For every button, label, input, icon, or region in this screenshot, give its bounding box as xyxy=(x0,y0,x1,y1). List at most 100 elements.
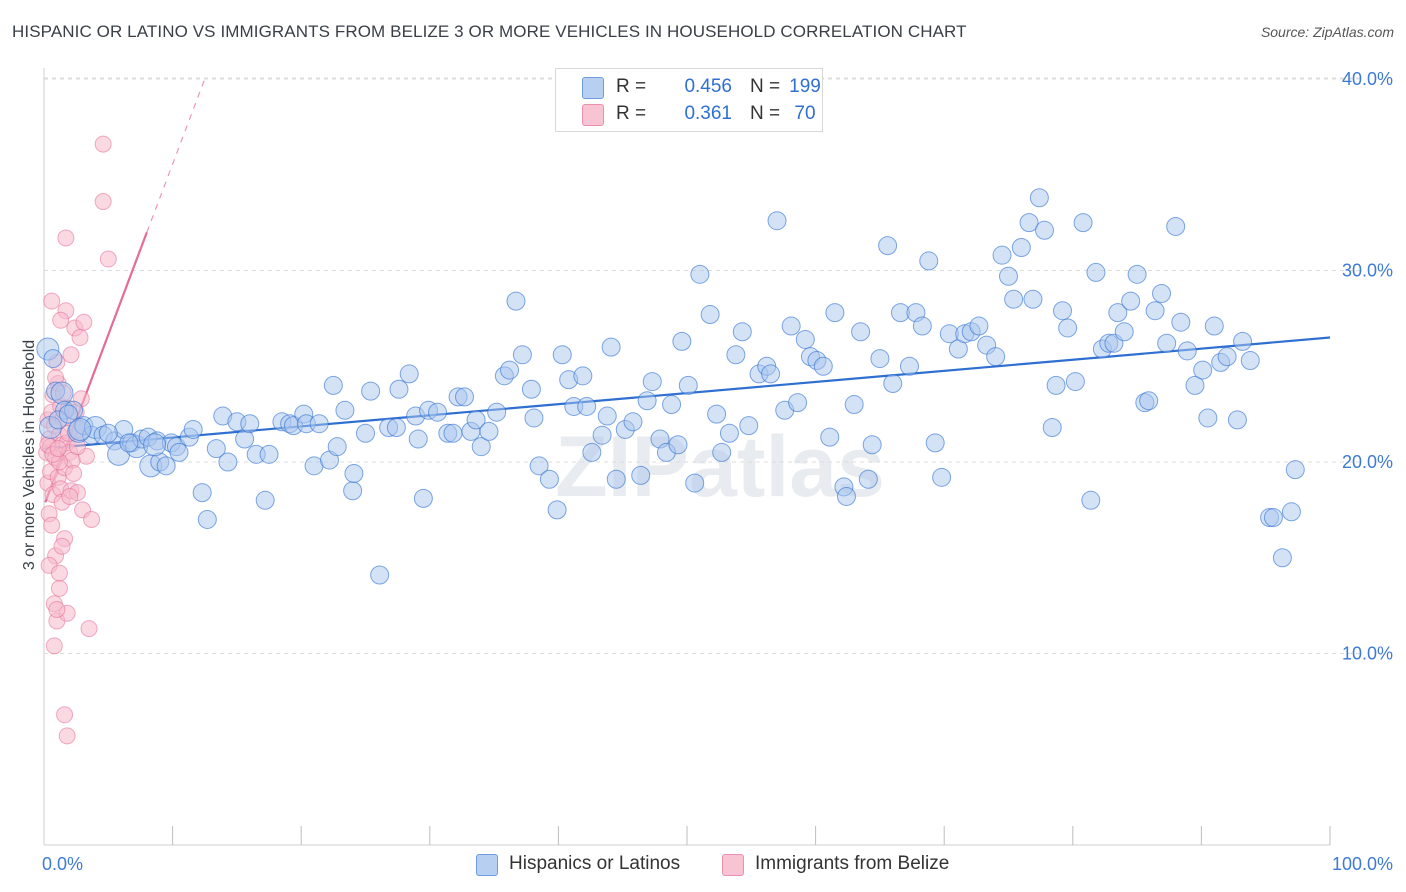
hispanic-point xyxy=(539,469,559,489)
hispanic-point xyxy=(577,396,597,416)
belize-point xyxy=(48,600,66,618)
belize-point xyxy=(62,346,80,364)
hispanic-point xyxy=(1114,322,1134,342)
hispanic-point xyxy=(1166,216,1186,236)
hispanic-point xyxy=(529,456,549,476)
belize-point xyxy=(94,193,112,211)
hispanic-point xyxy=(521,379,541,399)
bottom-legend-swatch-pink xyxy=(722,854,744,876)
hispanic-point xyxy=(43,349,63,369)
hispanic-point xyxy=(672,331,692,351)
bottom-legend-label: Hispanics or Latinos xyxy=(509,853,681,874)
hispanic-point xyxy=(1029,188,1049,208)
hispanic-point xyxy=(1139,391,1159,411)
hispanic-point xyxy=(68,417,92,441)
hispanic-point xyxy=(631,465,651,485)
hispanic-point xyxy=(642,372,662,392)
hispanic-point xyxy=(1193,360,1213,380)
hispanic-point xyxy=(1053,301,1073,321)
belize-point xyxy=(57,229,75,247)
hispanic-point xyxy=(899,356,919,376)
belize-point xyxy=(75,313,93,331)
chart-title: HISPANIC OR LATINO VS IMMIGRANTS FROM BE… xyxy=(12,22,967,41)
belize-point xyxy=(50,564,68,582)
hispanic-point xyxy=(1227,410,1247,430)
hispanic-point xyxy=(932,467,952,487)
hispanic-point xyxy=(206,439,226,459)
hispanic-point xyxy=(668,435,688,455)
hispanic-point xyxy=(1198,408,1218,428)
legend-n-label: N = xyxy=(750,76,781,97)
belize-point xyxy=(80,620,98,638)
hispanic-point xyxy=(1281,502,1301,522)
hispanic-point xyxy=(883,373,903,393)
hispanic-point xyxy=(573,366,593,386)
grid-lines xyxy=(44,77,1362,654)
y-axis-label: 3 or more Vehicles in Household xyxy=(21,339,38,571)
hispanic-point xyxy=(878,236,898,256)
hispanic-point xyxy=(1042,418,1062,438)
belize-point xyxy=(43,516,61,534)
hispanic-point xyxy=(690,264,710,284)
hispanic-point xyxy=(844,395,864,415)
hispanic-point xyxy=(813,356,833,376)
hispanic-point xyxy=(992,245,1012,265)
belize-point xyxy=(83,510,101,528)
hispanic-point xyxy=(1086,262,1106,282)
hispanic-point xyxy=(58,404,78,424)
hispanic-point xyxy=(788,393,808,413)
hispanic-point xyxy=(582,442,602,462)
hispanic-point xyxy=(343,481,363,501)
correlation-legend: R = 0.456 N = 199 R = 0.361 N = 70 xyxy=(555,68,823,132)
hispanic-point xyxy=(1152,283,1172,303)
hispanic-point xyxy=(1171,312,1191,332)
bottom-legend-swatch-blue xyxy=(476,854,498,876)
belize-point xyxy=(99,250,117,268)
hispanic-point xyxy=(466,410,486,430)
hispanic-point xyxy=(361,381,381,401)
hispanic-point xyxy=(1065,372,1085,392)
hispanic-point xyxy=(1058,318,1078,338)
hispanic-point xyxy=(870,349,890,369)
belize-point xyxy=(53,537,71,555)
hispanic-point xyxy=(678,375,698,395)
belize-point xyxy=(94,135,112,153)
hispanic-point xyxy=(825,303,845,323)
hispanic-point xyxy=(1108,303,1128,323)
hispanic-point xyxy=(606,469,626,489)
hispanic-point xyxy=(1157,333,1177,353)
hispanic-point xyxy=(169,442,189,462)
hispanic-point xyxy=(1081,490,1101,510)
hispanic-point xyxy=(601,337,621,357)
hispanic-point xyxy=(389,379,409,399)
hispanic-point xyxy=(479,421,499,441)
belize-point xyxy=(71,329,89,347)
hispanic-point xyxy=(356,423,375,443)
hispanic-point xyxy=(858,469,878,489)
hispanic-point xyxy=(506,291,526,311)
hispanic-point xyxy=(500,360,520,380)
hispanic-point xyxy=(597,406,617,426)
hispanic-point xyxy=(912,316,932,336)
hispanic-point xyxy=(309,414,329,434)
hispanic-point xyxy=(413,488,433,508)
hispanic-point xyxy=(726,345,746,365)
belize-point xyxy=(65,464,83,482)
hispanic-point xyxy=(240,414,260,434)
hispanic-point xyxy=(739,416,759,436)
hispanic-point xyxy=(98,423,118,443)
belize-point xyxy=(50,579,68,597)
belize-point xyxy=(43,292,61,310)
legend-n-value: 70 xyxy=(794,103,816,124)
hispanic-point xyxy=(471,437,491,457)
hispanic-point xyxy=(1217,347,1237,367)
hispanic-point xyxy=(1185,375,1205,395)
hispanic-point xyxy=(1145,301,1165,321)
y-tick-label: 30.0% xyxy=(1342,261,1393,281)
legend-r-label: R = xyxy=(616,103,647,124)
hispanic-point xyxy=(370,565,390,585)
y-tick-label: 40.0% xyxy=(1342,69,1393,89)
hispanic-point xyxy=(344,463,364,483)
hispanic-point xyxy=(761,364,781,384)
hispanic-point xyxy=(851,322,871,342)
